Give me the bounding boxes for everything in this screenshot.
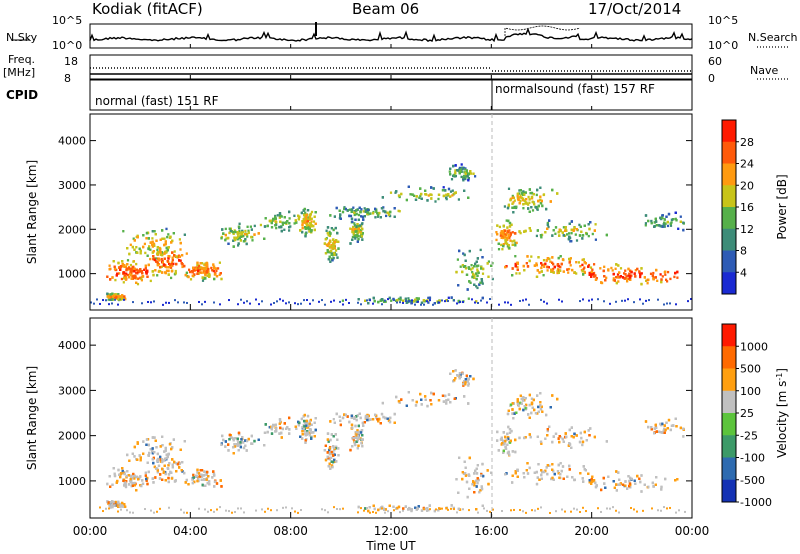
power-colorbar-tick-label: 12 — [740, 223, 754, 236]
power-ytick-label: 2000 — [58, 223, 86, 236]
velocity-colorbar-segment — [722, 390, 736, 414]
power-colorbar-tick-label: 28 — [740, 136, 754, 149]
power-colorbar-tick-label: 16 — [740, 201, 754, 214]
cpid-label: CPID — [6, 88, 39, 102]
noise-tick-right-low: 10^0 — [708, 39, 738, 52]
freq-tick-low: 8 — [64, 72, 71, 85]
xtick-label: 08:00 — [273, 524, 308, 538]
xlabel: Time UT — [365, 539, 416, 553]
power-ylabel: Slant Range [km] — [25, 160, 39, 264]
noise-tick-left-low: 10^0 — [52, 39, 82, 52]
velocity-ytick-label: 2000 — [58, 430, 86, 443]
velocity-colorbar-tick-label: -1000 — [740, 496, 772, 509]
power-ytick-label: 3000 — [58, 179, 86, 192]
power-colorbar-segment — [722, 141, 736, 164]
xtick-label: 04:00 — [173, 524, 208, 538]
power-colorbar-segment — [722, 207, 736, 230]
nave-label: Nave — [750, 64, 779, 77]
velocity-unit-close: ] — [775, 368, 789, 373]
noise-tick-left-high: 10^5 — [52, 14, 82, 27]
velocity-colorbar-tick-label: 500 — [740, 363, 761, 376]
xtick-label: 00:00 — [73, 524, 108, 538]
velocity-colorbar-label: Velocity [m s-1] — [775, 368, 790, 458]
velocity-colorbar-segment — [722, 346, 736, 369]
velocity-colorbar-tick-label: -100 — [740, 452, 765, 465]
freq-unit: [MHz] — [3, 66, 36, 79]
power-colorbar-segment — [722, 163, 736, 186]
velocity-colorbar-segment — [722, 457, 736, 481]
velocity-ytick-label: 4000 — [58, 339, 86, 352]
velocity-unit-exponent: -1 — [775, 373, 784, 381]
xtick-label: 12:00 — [374, 524, 409, 538]
velocity-colorbar-segment — [722, 324, 736, 347]
velocity-echo-cells — [99, 369, 686, 514]
cpid-segment-1: normal (fast) 151 RF — [95, 94, 219, 108]
beam-title: Beam 06 — [352, 0, 420, 18]
power-colorbar-segment — [722, 228, 736, 251]
power-ytick-label: 1000 — [58, 268, 86, 281]
velocity-ytick-label: 3000 — [58, 384, 86, 397]
noise-sky-trace — [89, 27, 693, 43]
nave-tick-low: 0 — [708, 72, 715, 85]
xtick-label: 16:00 — [474, 524, 509, 538]
power-colorbar-tick-label: 8 — [740, 245, 747, 258]
radar-title: Kodiak (fitACF) — [92, 0, 203, 18]
noise-search-trace — [504, 25, 581, 36]
velocity-colorbar-tick-label: 1000 — [740, 340, 768, 353]
power-colorbar-tick-label: 20 — [740, 179, 754, 192]
velocity-colorbar-segment — [722, 435, 736, 458]
power-colorbar-segment — [722, 250, 736, 273]
xtick-label: 00:00 — [675, 524, 710, 538]
date-title: 17/Oct/2014 — [588, 0, 682, 18]
velocity-panel: 1000 2000 3000 4000 Slant Range [km] 1000 500 1… — [25, 317, 790, 553]
power-panel: 1000 2000 3000 4000 Slant Range [km] 4 8 12 16 20… — [25, 113, 789, 311]
freq-tick-high: 18 — [64, 55, 78, 68]
power-ytick-label: 4000 — [58, 135, 86, 148]
xtick-label: 20:00 — [574, 524, 609, 538]
power-colorbar-label: Power [dB] — [775, 174, 789, 239]
cpid-segment-2: normalsound (fast) 157 RF — [495, 82, 655, 96]
power-colorbar-segment — [722, 272, 736, 295]
velocity-colorbar-tick-label: -25 — [740, 429, 758, 442]
noise-tick-right-high: 10^5 — [708, 14, 738, 27]
velocity-colorbar-tick-label: -500 — [740, 474, 765, 487]
nsky-label: N.Sky — [6, 31, 38, 44]
velocity-colorbar-segment — [722, 413, 736, 436]
top-panels: 10^5 10^0 10^5 10^0 18 8 60 0 — [12, 14, 788, 111]
velocity-colorbar-segment — [722, 479, 736, 503]
velocity-colorbar-segment — [722, 368, 736, 392]
cpid-panel-frame — [89, 79, 693, 111]
power-colorbar-segment — [722, 120, 736, 143]
nave-tick-high: 60 — [708, 55, 722, 68]
power-colorbar-tick-label: 24 — [740, 158, 754, 171]
velocity-colorbar-tick-label: 100 — [740, 385, 761, 398]
power-echo-cells — [90, 163, 692, 306]
nsearch-label: N.Search — [748, 31, 798, 44]
velocity-ylabel: Slant Range [km] — [25, 366, 39, 470]
velocity-colorbar-tick-label: 25 — [740, 407, 754, 420]
power-colorbar-segment — [722, 185, 736, 208]
power-colorbar-tick-label: 4 — [740, 266, 747, 279]
freq-label: Freq. — [8, 53, 36, 66]
velocity-ytick-label: 1000 — [58, 475, 86, 488]
